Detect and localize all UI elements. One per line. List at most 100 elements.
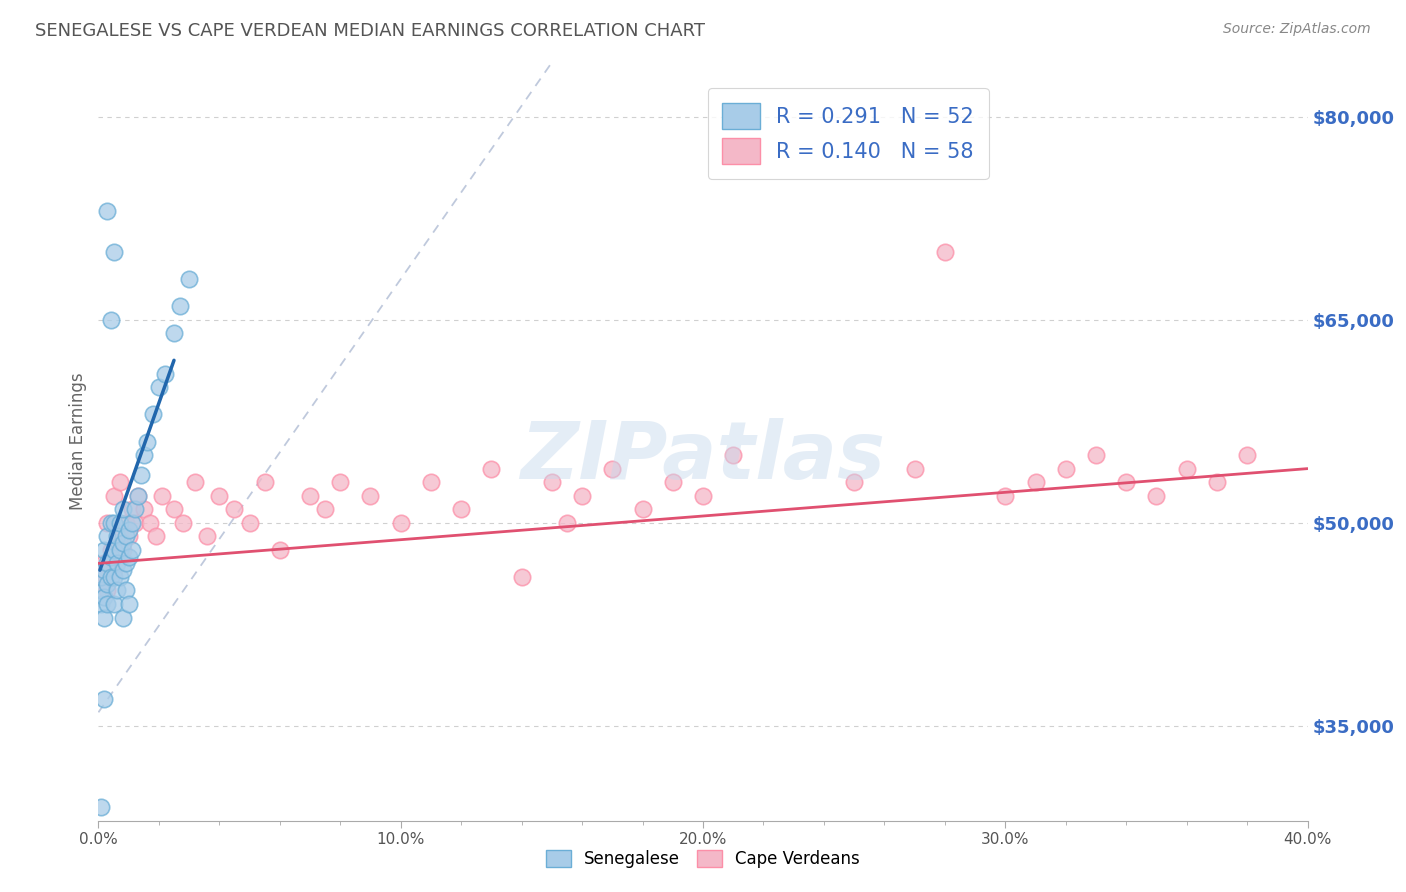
Point — [163, 502, 186, 516]
Point — [132, 502, 155, 516]
Point — [299, 489, 322, 503]
Point — [127, 489, 149, 503]
Point — [1115, 475, 1137, 490]
Point — [90, 597, 112, 611]
Point — [100, 549, 122, 564]
Point — [994, 489, 1017, 503]
Point — [540, 475, 562, 490]
Point — [1144, 489, 1167, 503]
Point — [481, 461, 503, 475]
Point — [111, 610, 134, 624]
Point — [224, 502, 246, 516]
Point — [90, 583, 112, 598]
Point — [121, 542, 143, 557]
Point — [103, 570, 125, 584]
Point — [121, 502, 143, 516]
Point — [103, 597, 125, 611]
Point — [121, 516, 143, 530]
Point — [148, 380, 170, 394]
Point — [108, 529, 131, 543]
Point — [93, 542, 115, 557]
Point — [96, 583, 118, 598]
Text: Source: ZipAtlas.com: Source: ZipAtlas.com — [1223, 22, 1371, 37]
Point — [631, 502, 654, 516]
Point — [1024, 475, 1046, 490]
Point — [555, 516, 578, 530]
Point — [111, 563, 134, 577]
Point — [90, 570, 112, 584]
Point — [269, 542, 291, 557]
Point — [100, 542, 122, 557]
Point — [1054, 461, 1077, 475]
Point — [195, 529, 218, 543]
Point — [163, 326, 186, 341]
Point — [108, 542, 131, 557]
Point — [661, 475, 683, 490]
Point — [314, 502, 336, 516]
Point — [1175, 461, 1198, 475]
Point — [179, 272, 201, 286]
Point — [103, 244, 125, 259]
Point — [105, 557, 128, 571]
Point — [93, 563, 115, 577]
Point — [90, 800, 112, 814]
Point — [124, 502, 146, 516]
Point — [96, 557, 118, 571]
Text: ZIPatlas: ZIPatlas — [520, 417, 886, 496]
Point — [103, 489, 125, 503]
Point — [103, 516, 125, 530]
Point — [844, 475, 866, 490]
Point — [108, 516, 131, 530]
Point — [96, 204, 118, 219]
Point — [329, 475, 352, 490]
Point — [135, 434, 157, 449]
Point — [96, 576, 118, 591]
Point — [114, 516, 136, 530]
Point — [90, 570, 112, 584]
Point — [184, 475, 207, 490]
Point — [127, 489, 149, 503]
Point — [692, 489, 714, 503]
Point — [114, 583, 136, 598]
Point — [114, 529, 136, 543]
Point — [118, 529, 141, 543]
Point — [118, 523, 141, 537]
Point — [132, 448, 155, 462]
Point — [420, 475, 443, 490]
Point — [139, 516, 162, 530]
Point — [934, 244, 956, 259]
Point — [100, 312, 122, 326]
Point — [93, 557, 115, 571]
Point — [96, 516, 118, 530]
Point — [96, 529, 118, 543]
Point — [153, 367, 176, 381]
Point — [510, 570, 533, 584]
Point — [129, 468, 152, 483]
Point — [904, 461, 927, 475]
Point — [172, 516, 194, 530]
Point — [450, 502, 472, 516]
Point — [103, 563, 125, 577]
Point — [118, 549, 141, 564]
Point — [105, 557, 128, 571]
Point — [150, 489, 173, 503]
Point — [239, 516, 262, 530]
Point — [114, 557, 136, 571]
Legend: R = 0.291   N = 52, R = 0.140   N = 58: R = 0.291 N = 52, R = 0.140 N = 58 — [707, 88, 988, 179]
Point — [93, 610, 115, 624]
Point — [93, 691, 115, 706]
Legend: Senegalese, Cape Verdeans: Senegalese, Cape Verdeans — [540, 843, 866, 875]
Point — [100, 570, 122, 584]
Point — [142, 408, 165, 422]
Point — [124, 516, 146, 530]
Point — [100, 516, 122, 530]
Point — [108, 475, 131, 490]
Point — [118, 597, 141, 611]
Point — [253, 475, 276, 490]
Point — [108, 570, 131, 584]
Point — [93, 591, 115, 605]
Point — [145, 529, 167, 543]
Point — [360, 489, 382, 503]
Point — [1236, 448, 1258, 462]
Y-axis label: Median Earnings: Median Earnings — [69, 373, 87, 510]
